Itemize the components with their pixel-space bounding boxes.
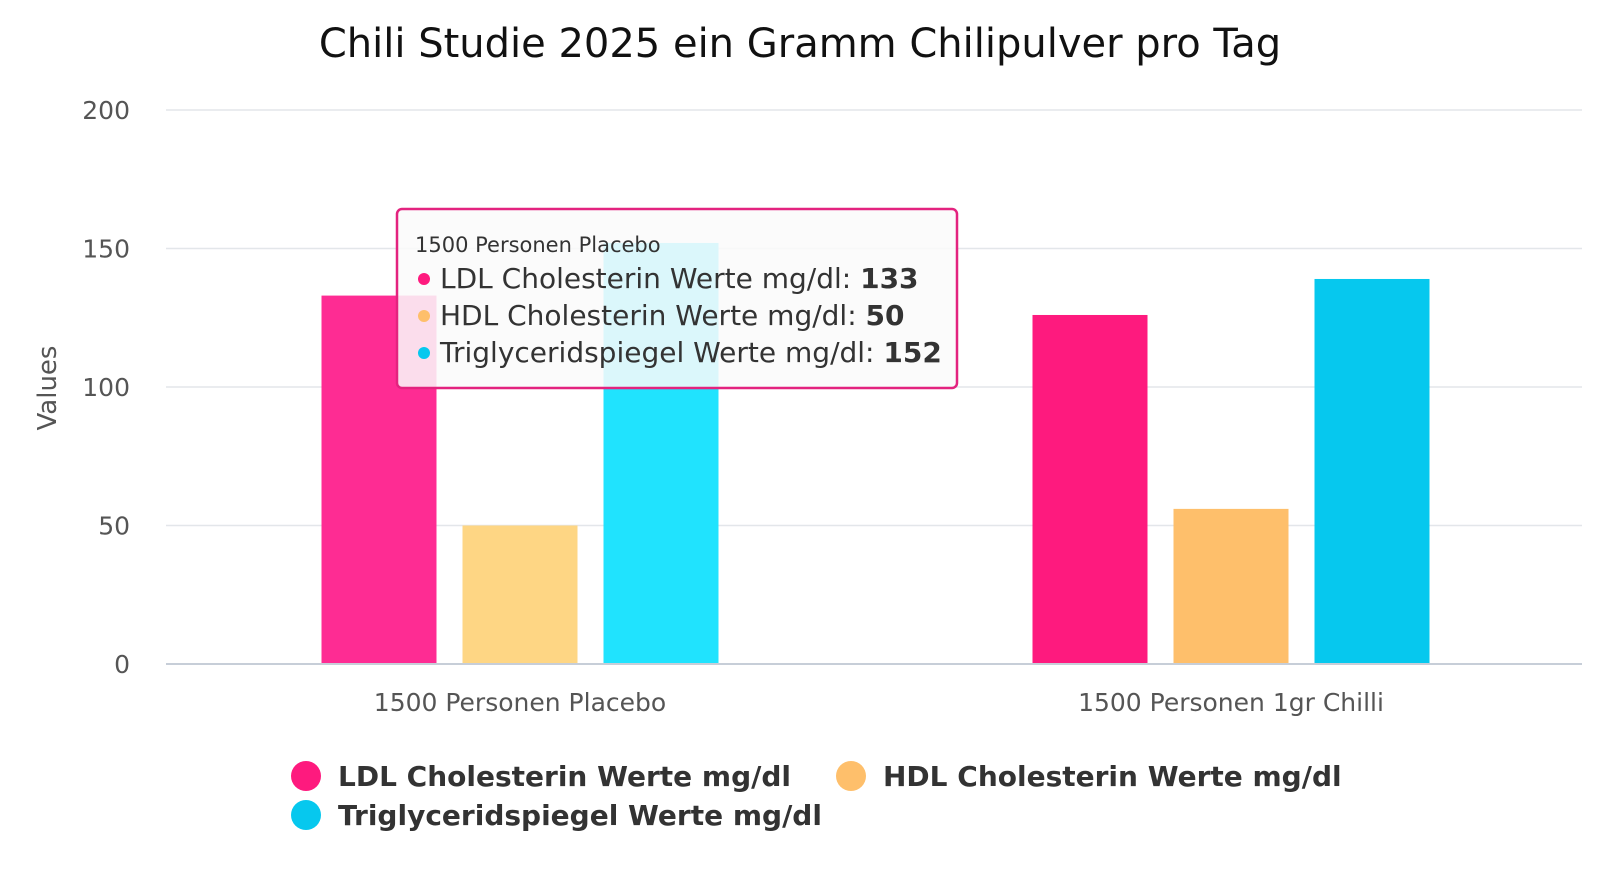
y-tick-label: 150 bbox=[82, 235, 130, 264]
tooltip-box bbox=[395, 207, 959, 390]
y-axis-ticks: 0 50 100 150 200 bbox=[82, 96, 130, 679]
legend-item[interactable]: HDL Cholesterin Werte mg/dl bbox=[836, 760, 1342, 793]
tooltip-marker bbox=[418, 347, 430, 359]
x-axis-categories: 1500 Personen Placebo 1500 Personen 1gr C… bbox=[374, 688, 1384, 717]
x-category-label: 1500 Personen Placebo bbox=[374, 688, 666, 717]
legend-marker bbox=[291, 761, 321, 791]
y-tick-label: 200 bbox=[82, 96, 130, 125]
legend-label: LDL Cholesterin Werte mg/dl bbox=[338, 760, 791, 793]
y-tick-label: 50 bbox=[98, 512, 130, 541]
x-category-label: 1500 Personen 1gr Chilli bbox=[1078, 688, 1384, 717]
tooltip-marker bbox=[418, 273, 430, 285]
bar[interactable] bbox=[1173, 508, 1289, 664]
tooltip-row: Triglyceridspiegel Werte mg/dl: 152 bbox=[439, 336, 942, 369]
bar[interactable] bbox=[1314, 278, 1430, 664]
tooltip-row: HDL Cholesterin Werte mg/dl: 50 bbox=[440, 299, 905, 332]
legend-item[interactable]: LDL Cholesterin Werte mg/dl bbox=[291, 760, 791, 793]
tooltip-marker bbox=[418, 310, 430, 322]
bar[interactable] bbox=[1032, 314, 1148, 664]
legend-label: HDL Cholesterin Werte mg/dl bbox=[883, 760, 1342, 793]
legend-item[interactable]: Triglyceridspiegel Werte mg/dl bbox=[291, 799, 822, 832]
tooltip-row: LDL Cholesterin Werte mg/dl: 133 bbox=[440, 262, 919, 295]
chart-title: Chili Studie 2025 ein Gramm Chilipulver … bbox=[319, 21, 1281, 67]
y-tick-label: 0 bbox=[114, 650, 130, 679]
y-axis-title: Values bbox=[33, 346, 63, 431]
tooltip-header: 1500 Personen Placebo bbox=[415, 233, 661, 257]
y-tick-label: 100 bbox=[82, 373, 130, 402]
tooltip: 1500 Personen Placebo LDL Cholesterin Wer… bbox=[395, 207, 959, 390]
legend-marker bbox=[836, 761, 866, 791]
bar[interactable] bbox=[462, 525, 578, 665]
legend-label: Triglyceridspiegel Werte mg/dl bbox=[338, 799, 822, 832]
legend-marker bbox=[291, 800, 321, 830]
legend: LDL Cholesterin Werte mg/dl HDL Cholester… bbox=[291, 760, 1342, 832]
